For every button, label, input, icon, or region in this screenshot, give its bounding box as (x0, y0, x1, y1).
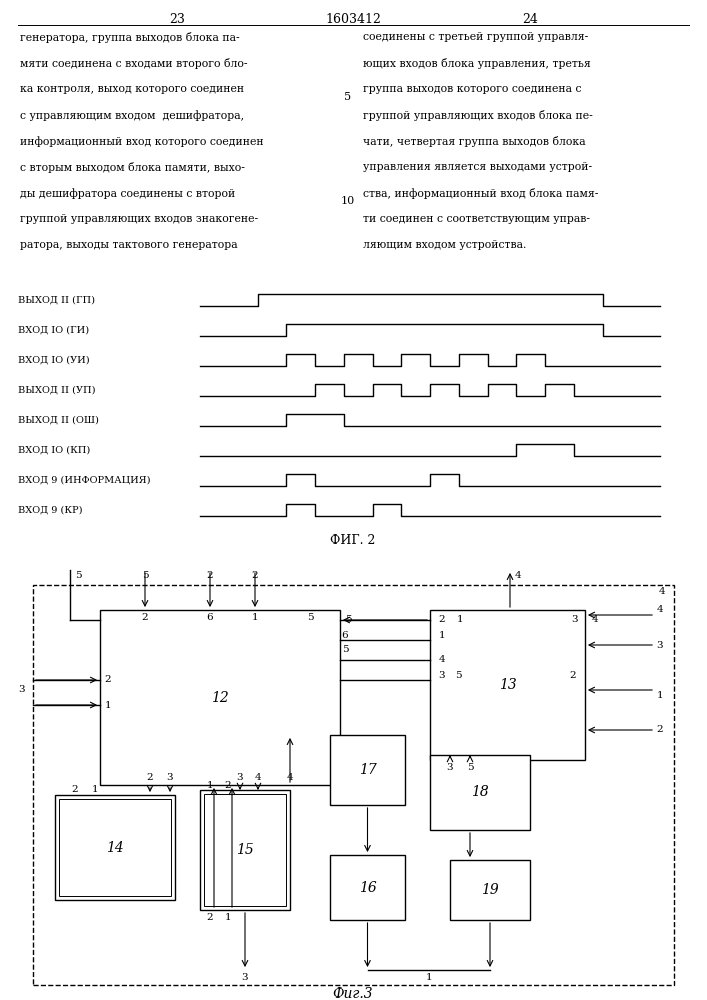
Text: 1603412: 1603412 (325, 13, 381, 26)
Text: 1: 1 (457, 615, 463, 624)
Text: 4: 4 (286, 772, 293, 782)
Text: 3: 3 (438, 670, 445, 680)
Text: 2: 2 (252, 570, 258, 580)
Bar (330, 735, 405, 805)
Text: ВХОД IO (КП): ВХОД IO (КП) (18, 446, 90, 454)
Text: ства, информационный вход блока памя-: ства, информационный вход блока памя- (363, 188, 598, 199)
Text: группой управляющих входов блока пе-: группой управляющих входов блока пе- (363, 110, 592, 121)
Text: 6: 6 (341, 631, 349, 640)
Text: 3: 3 (167, 772, 173, 782)
Text: 4: 4 (657, 605, 663, 614)
Text: 2: 2 (141, 613, 148, 622)
Text: 1: 1 (252, 613, 258, 622)
Text: 4: 4 (659, 587, 665, 596)
Text: ды дешифратора соединены с второй: ды дешифратора соединены с второй (20, 188, 235, 199)
Text: 3: 3 (18, 686, 25, 694)
Text: 4: 4 (515, 570, 521, 580)
Text: соединены с третьей группой управля-: соединены с третьей группой управля- (363, 32, 588, 42)
Text: 2: 2 (570, 670, 576, 680)
Text: с управляющим входом  дешифратора,: с управляющим входом дешифратора, (20, 110, 244, 121)
Bar (33, 585, 674, 985)
Text: 1: 1 (225, 914, 231, 922)
Text: группа выходов которого соединена с: группа выходов которого соединена с (363, 84, 581, 94)
Bar (450, 860, 530, 920)
Bar (100, 610, 340, 785)
Text: 6: 6 (206, 613, 214, 622)
Text: 2: 2 (225, 780, 231, 790)
Text: 5: 5 (75, 570, 81, 580)
Text: 5: 5 (467, 764, 473, 772)
Text: ВХОД 9 (КР): ВХОД 9 (КР) (18, 506, 83, 514)
Text: 5: 5 (344, 92, 351, 102)
Text: 2: 2 (105, 676, 111, 684)
Text: ратора, выходы тактового генератора: ратора, выходы тактового генератора (20, 240, 238, 250)
Text: 16: 16 (358, 880, 376, 894)
Text: 3: 3 (237, 772, 243, 782)
Text: 1: 1 (657, 690, 663, 700)
Text: 4: 4 (592, 615, 598, 624)
Text: 19: 19 (481, 883, 499, 897)
Text: 5: 5 (455, 670, 461, 680)
Bar (430, 610, 585, 760)
Text: 3: 3 (447, 764, 453, 772)
Text: чати, четвертая группа выходов блока: чати, четвертая группа выходов блока (363, 136, 585, 147)
Text: 23: 23 (169, 13, 185, 26)
Text: 5: 5 (307, 613, 313, 622)
Text: 3: 3 (242, 974, 248, 982)
Text: ляющим входом устройства.: ляющим входом устройства. (363, 240, 527, 250)
Text: 4: 4 (255, 772, 262, 782)
Bar (200, 790, 290, 910)
Text: ФИГ. 2: ФИГ. 2 (330, 534, 375, 547)
Text: 24: 24 (522, 13, 538, 26)
Text: информационный вход которого соединен: информационный вход которого соединен (20, 136, 264, 147)
Text: 17: 17 (358, 763, 376, 777)
Text: 13: 13 (498, 678, 516, 692)
Text: ВЫХОД II (УП): ВЫХОД II (УП) (18, 385, 95, 394)
Bar (204, 794, 286, 906)
Bar (55, 795, 175, 900)
Text: 4: 4 (438, 656, 445, 664)
Text: 1: 1 (426, 974, 432, 982)
Text: 18: 18 (471, 786, 489, 800)
Text: 15: 15 (236, 843, 254, 857)
Text: Фиг.3: Фиг.3 (333, 987, 373, 1000)
Text: ВХОД 9 (ИНФОРМАЦИЯ): ВХОД 9 (ИНФОРМАЦИЯ) (18, 476, 151, 485)
Text: 5: 5 (345, 615, 351, 624)
Text: 3: 3 (657, 641, 663, 650)
Text: 1: 1 (206, 780, 214, 790)
Text: ющих входов блока управления, третья: ющих входов блока управления, третья (363, 58, 591, 69)
Text: ВХОД IO (ГИ): ВХОД IO (ГИ) (18, 325, 89, 334)
Text: 1: 1 (92, 786, 98, 794)
Bar (59, 799, 171, 896)
Text: с вторым выходом блока памяти, выхо-: с вторым выходом блока памяти, выхо- (20, 162, 245, 173)
Text: 14: 14 (106, 840, 124, 854)
Bar (430, 755, 530, 830)
Text: управления является выходами устрой-: управления является выходами устрой- (363, 162, 592, 172)
Text: ка контроля, выход которого соединен: ка контроля, выход которого соединен (20, 84, 244, 94)
Text: ВЫХОД II (ГП): ВЫХОД II (ГП) (18, 295, 95, 304)
Text: ВЫХОД II (ОШ): ВЫХОД II (ОШ) (18, 416, 99, 424)
Text: 12: 12 (211, 690, 229, 704)
Text: 2: 2 (71, 786, 78, 794)
Text: 1: 1 (105, 700, 111, 710)
Text: 2: 2 (206, 570, 214, 580)
Text: 2: 2 (438, 615, 445, 624)
Text: 5: 5 (341, 646, 349, 654)
Text: 10: 10 (341, 196, 355, 206)
Text: группой управляющих входов знакогене-: группой управляющих входов знакогене- (20, 214, 258, 224)
Text: 2: 2 (206, 914, 214, 922)
Text: 5: 5 (141, 570, 148, 580)
Bar (330, 855, 405, 920)
Text: генератора, группа выходов блока па-: генератора, группа выходов блока па- (20, 32, 240, 43)
Text: 2: 2 (146, 772, 153, 782)
Text: 2: 2 (657, 726, 663, 734)
Text: ти соединен с соответствующим управ-: ти соединен с соответствующим управ- (363, 214, 590, 224)
Text: ВХОД IO (УИ): ВХОД IO (УИ) (18, 355, 90, 364)
Text: 3: 3 (572, 615, 578, 624)
Text: мяти соединена с входами второго бло-: мяти соединена с входами второго бло- (20, 58, 247, 69)
Text: 1: 1 (438, 631, 445, 640)
